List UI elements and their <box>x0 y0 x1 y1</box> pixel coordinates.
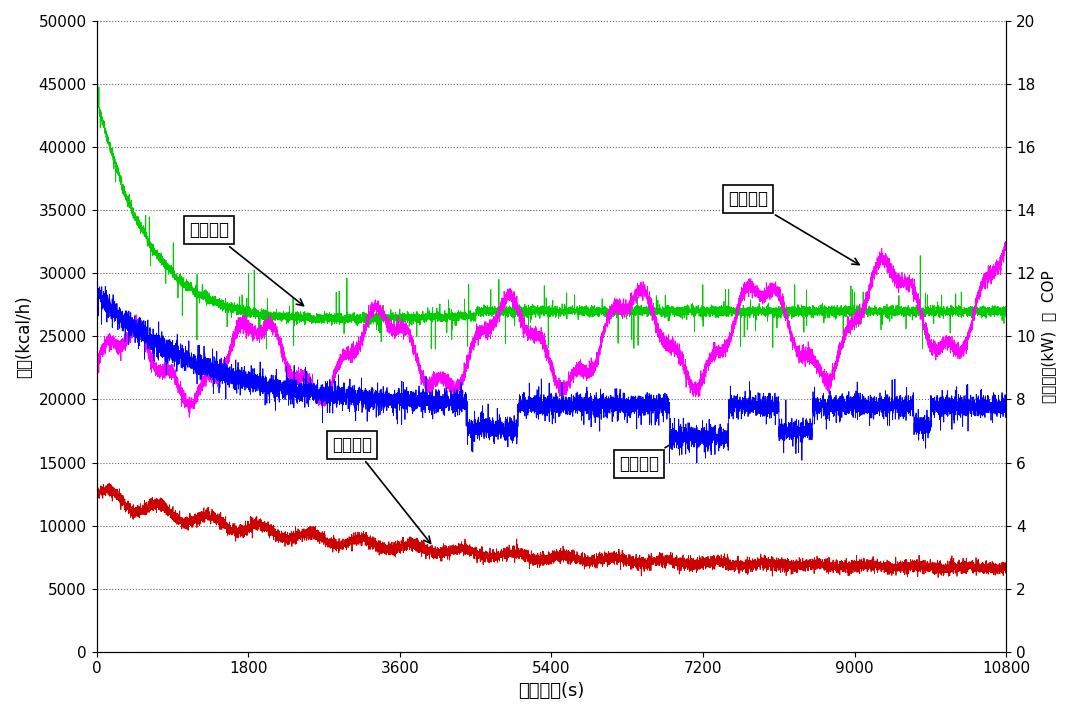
Text: 증발열량: 증발열량 <box>619 437 682 473</box>
Text: 소비전력: 소비전력 <box>728 190 859 265</box>
Y-axis label: 소비전력(kW)  및  COP: 소비전력(kW) 및 COP <box>1041 270 1056 403</box>
Text: 성능계수: 성능계수 <box>332 436 431 543</box>
Y-axis label: 열량(kcal/h): 열량(kcal/h) <box>15 295 33 378</box>
X-axis label: 가동시간(s): 가동시간(s) <box>518 682 585 700</box>
Text: 응축열량: 응축열량 <box>190 222 303 306</box>
